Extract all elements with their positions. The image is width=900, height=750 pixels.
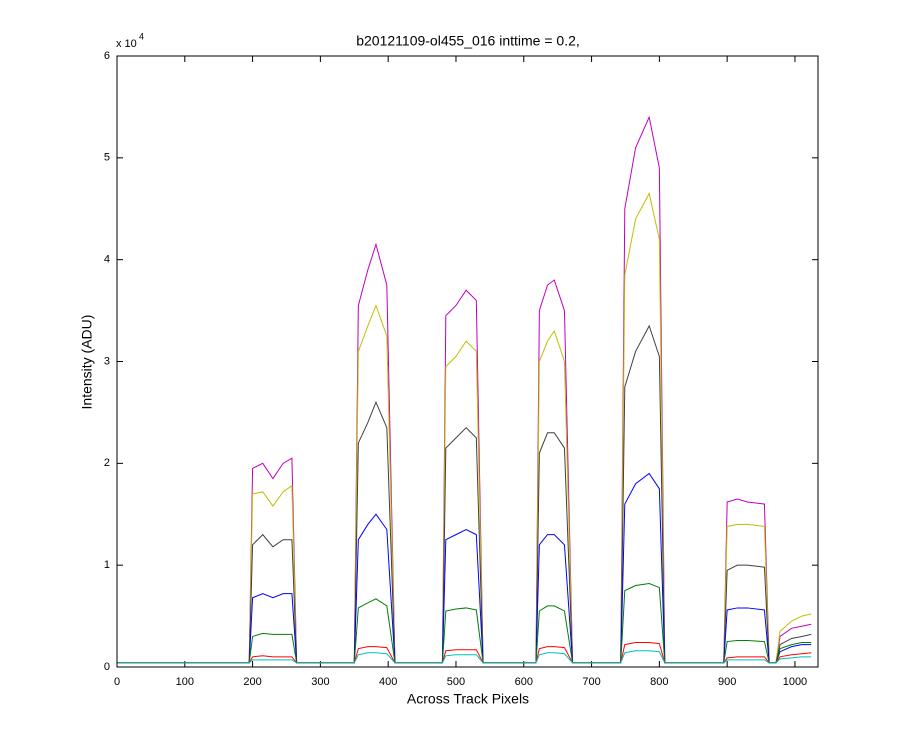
y-axis-title: Intensity (ADU) (79, 315, 95, 410)
plot-frame (116, 55, 819, 668)
x-tick-label: 800 (650, 676, 668, 688)
x-tick-label: 300 (311, 676, 329, 688)
y-tick-label: 6 (104, 50, 110, 62)
x-tick-label: 100 (176, 676, 194, 688)
x-axis-title: Across Track Pixels (407, 691, 529, 707)
y-tick-label: 2 (104, 457, 110, 469)
data-line (117, 650, 812, 664)
y-tick-label: 3 (104, 355, 110, 367)
x-tick-label: 900 (718, 676, 736, 688)
y-tick-label: 4 (104, 254, 110, 266)
x-tick-label: 600 (515, 676, 533, 688)
x-tick-label: 500 (447, 676, 465, 688)
y-multiplier: x 10 (116, 38, 137, 50)
y-tick-label: 5 (104, 152, 110, 164)
y-tick-label: 0 (104, 661, 110, 673)
x-tick-label: 0 (114, 676, 120, 688)
chart-title: b20121109-ol455_016 inttime = 0.2, (356, 33, 580, 49)
y-tick-label: 1 (104, 559, 110, 571)
x-tick-label: 200 (243, 676, 261, 688)
y-multiplier-exponent: 4 (139, 31, 144, 41)
x-tick-label: 400 (379, 676, 397, 688)
x-tick-label: 1000 (783, 676, 807, 688)
x-tick-label: 700 (582, 676, 600, 688)
